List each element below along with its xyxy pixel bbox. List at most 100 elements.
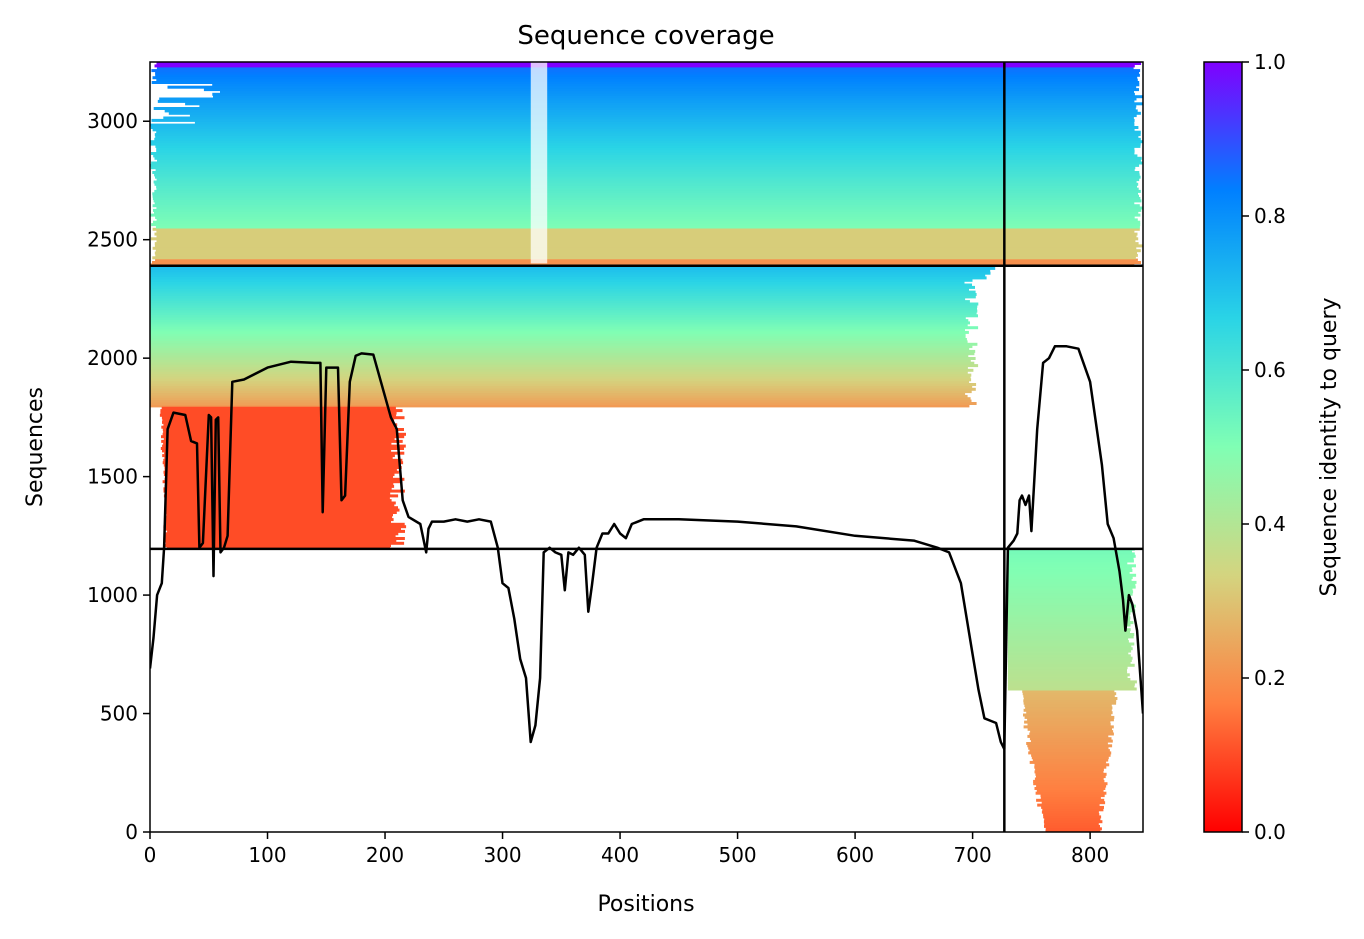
heatmap-row-group-2-low bbox=[164, 466, 402, 469]
heatmap-row-group-1 bbox=[1007, 654, 1131, 658]
heatmap-row-group-1 bbox=[1033, 779, 1105, 783]
heatmap-row-group-2-low bbox=[162, 480, 403, 484]
heatmap-row-group-1 bbox=[1007, 571, 1130, 575]
heatmap-row-group-2-low bbox=[161, 435, 405, 439]
heatmap-row-group-1 bbox=[1007, 611, 1131, 615]
heatmap-row-group-3 bbox=[220, 90, 1134, 94]
heatmap-row-group-2-low bbox=[164, 520, 391, 524]
heatmap-row-group-2-low bbox=[163, 442, 392, 446]
heatmap-row-group-1 bbox=[1031, 756, 1109, 760]
heatmap-row-group-2-low bbox=[165, 475, 393, 479]
heatmap-row-group-1 bbox=[1027, 718, 1114, 722]
colorbar bbox=[1203, 61, 1243, 833]
heatmap-row-group-2-low bbox=[161, 425, 395, 429]
heatmap-row-group-3 bbox=[150, 140, 1143, 144]
heatmap-row-group-2-low bbox=[162, 420, 394, 424]
heatmap-row-group-1 bbox=[1044, 817, 1101, 821]
heatmap-row-group-1 bbox=[1007, 635, 1134, 639]
heatmap-row-group-1 bbox=[1023, 699, 1117, 703]
heatmap-row-group-3 bbox=[156, 78, 1138, 82]
heatmap-row-group-1 bbox=[1007, 578, 1132, 582]
heatmap-row-group-3 bbox=[156, 149, 1135, 153]
x-tick-label: 400 bbox=[601, 843, 639, 867]
heatmap-row-group-3 bbox=[152, 192, 1139, 196]
heatmap-row-group-2-low bbox=[164, 537, 405, 540]
heatmap-row-group-1 bbox=[1007, 557, 1134, 561]
heatmap-row-group-2 bbox=[150, 274, 986, 277]
heatmap-row-group-3 bbox=[203, 88, 1139, 92]
heatmap-row-group-2 bbox=[150, 352, 975, 356]
heatmap-row-group-3 bbox=[156, 235, 1137, 238]
heatmap-row-group-3 bbox=[155, 253, 1138, 257]
heatmap-row-group-1 bbox=[1024, 704, 1112, 708]
heatmap-row-group-3 bbox=[159, 97, 1137, 101]
heatmap-row-group-1 bbox=[1040, 794, 1105, 798]
y-tick-label: 2000 bbox=[87, 346, 138, 370]
heatmap-row-group-3 bbox=[153, 180, 1137, 184]
heatmap-row-group-2-low bbox=[164, 477, 405, 481]
heatmap-row-group-2-low bbox=[163, 458, 403, 462]
heatmap-row-group-3 bbox=[152, 171, 1140, 174]
heatmap-row-group-3 bbox=[168, 111, 1141, 115]
heatmap-row-group-1 bbox=[1007, 569, 1133, 572]
chart-title: Sequence coverage bbox=[517, 21, 774, 51]
heatmap-row-group-3 bbox=[157, 159, 1141, 163]
heatmap-row-group-2-low bbox=[165, 511, 397, 514]
y-tick-label: 3000 bbox=[87, 109, 138, 133]
heatmap-row-group-2 bbox=[150, 323, 968, 327]
heatmap-row-group-1 bbox=[1028, 751, 1112, 755]
heatmap-row-group-3 bbox=[152, 197, 1141, 200]
heatmap-row-group-2 bbox=[150, 328, 965, 332]
heatmap-row-group-2 bbox=[150, 288, 969, 292]
heatmap-row-group-2-low bbox=[162, 454, 395, 458]
heatmap-row-group-1 bbox=[1007, 685, 1135, 689]
heatmap-row-group-2-low bbox=[164, 522, 405, 526]
heatmap-row-group-1 bbox=[1023, 708, 1112, 712]
heatmap-row-group-2 bbox=[150, 314, 978, 318]
heatmap-row-group-3 bbox=[150, 163, 1140, 167]
heatmap-row-group-2 bbox=[150, 316, 966, 320]
heatmap-row-group-2-low bbox=[160, 409, 403, 413]
heatmap-row-group-2-low bbox=[161, 406, 396, 410]
heatmap-row-group-1 bbox=[1029, 760, 1107, 764]
heatmap-row-group-1 bbox=[1007, 566, 1132, 570]
heatmap-row-group-2 bbox=[150, 354, 969, 358]
x-tick-label: 100 bbox=[248, 843, 286, 867]
heatmap-row-group-1 bbox=[1007, 606, 1135, 610]
heatmap-row-group-2-low bbox=[164, 503, 395, 507]
heatmap-row-group-3 bbox=[152, 128, 1135, 132]
heatmap-row-group-1 bbox=[1022, 692, 1117, 696]
heatmap-row-group-2 bbox=[150, 295, 976, 299]
heatmap-row-group-3 bbox=[194, 121, 1135, 125]
heatmap-row-group-2 bbox=[150, 293, 977, 296]
heatmap-row-group-3 bbox=[152, 194, 1140, 198]
heatmap-row-group-2 bbox=[150, 357, 976, 360]
heatmap-row-group-3 bbox=[152, 256, 1136, 260]
colorbar-tick-label: 0.0 bbox=[1254, 820, 1286, 844]
x-tick-label: 700 bbox=[954, 843, 992, 867]
heatmap-row-group-1 bbox=[1041, 810, 1099, 814]
heatmap-row-group-2 bbox=[150, 290, 976, 294]
heatmap-row-group-1 bbox=[1027, 744, 1113, 748]
heatmap-row-group-2 bbox=[150, 283, 972, 287]
heatmap-row-group-3 bbox=[150, 123, 1135, 127]
heatmap-row-group-3 bbox=[156, 239, 1136, 243]
heatmap-row-group-2 bbox=[150, 340, 968, 344]
heatmap-row-group-2 bbox=[150, 266, 996, 270]
heatmap-row-group-2-low bbox=[163, 489, 405, 493]
heatmap-row-group-2-low bbox=[164, 515, 393, 519]
heatmap-row-group-1 bbox=[1034, 770, 1104, 774]
heatmap-row-group-2 bbox=[150, 371, 968, 375]
x-tick-label: 600 bbox=[836, 843, 874, 867]
heatmap-row-group-1 bbox=[1036, 798, 1105, 802]
heatmap-row-group-1 bbox=[1041, 801, 1106, 805]
heatmap-row-group-2-low bbox=[163, 473, 395, 477]
heatmap-row-group-1 bbox=[1024, 715, 1115, 719]
heatmap-row-group-1 bbox=[1007, 592, 1133, 596]
x-axis: 0 100 200 300 400 500 600 700 800 bbox=[144, 832, 1109, 867]
heatmap-row-group-2 bbox=[150, 361, 975, 365]
heatmap-row-group-3 bbox=[155, 175, 1141, 179]
heatmap-row-group-1 bbox=[1007, 628, 1131, 632]
heatmap-row-group-2-low bbox=[164, 468, 397, 472]
heatmap-row-group-1 bbox=[1025, 706, 1113, 710]
